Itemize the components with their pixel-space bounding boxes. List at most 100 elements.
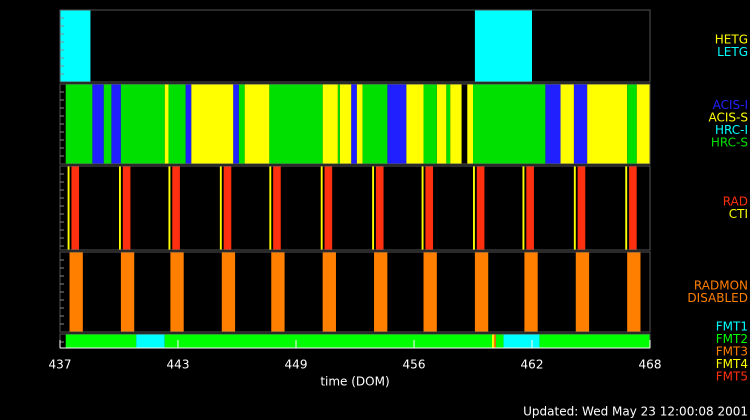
- interval: [185, 84, 192, 164]
- interval: [233, 84, 239, 164]
- interval: [356, 84, 363, 164]
- interval: [436, 84, 447, 164]
- interval: [92, 84, 104, 164]
- legend-label: FMT3: [716, 345, 748, 359]
- interval: [322, 252, 336, 332]
- interval: [374, 252, 388, 332]
- interval: [446, 84, 451, 164]
- interval: [577, 166, 586, 250]
- interval: [495, 334, 504, 348]
- interval: [492, 334, 494, 348]
- interval: [65, 84, 93, 164]
- legend-label: ACIS-S: [709, 110, 748, 124]
- interval: [406, 84, 424, 164]
- interval: [573, 84, 588, 164]
- interval: [351, 84, 357, 164]
- legend-label: HETG: [715, 32, 748, 46]
- interval: [219, 166, 222, 250]
- x-axis-label: time (DOM): [320, 375, 389, 389]
- interval: [120, 252, 135, 332]
- interval: [560, 84, 574, 164]
- interval: [467, 84, 473, 164]
- interval: [65, 334, 137, 348]
- interval: [273, 166, 281, 250]
- legend-label: ACIS-I: [713, 98, 748, 112]
- interval: [244, 84, 270, 164]
- interval: [164, 334, 493, 348]
- interval: [474, 10, 532, 82]
- interval: [545, 84, 561, 164]
- panel-frame: [59, 165, 651, 251]
- legend-label: HRC-S: [711, 135, 748, 149]
- interval: [636, 84, 650, 164]
- interval: [322, 84, 338, 164]
- interval: [423, 84, 437, 164]
- x-tick-label: 462: [521, 358, 544, 372]
- interval: [575, 252, 590, 332]
- interval: [170, 252, 184, 332]
- interval: [67, 166, 70, 250]
- legend-label: LETG: [717, 45, 748, 59]
- legend-label: RADMON: [694, 278, 748, 292]
- interval: [362, 84, 388, 164]
- interval: [103, 84, 112, 164]
- interval: [629, 166, 637, 250]
- legend-label: FMT4: [716, 357, 748, 371]
- interval: [539, 334, 650, 348]
- interval: [238, 84, 245, 164]
- interval: [522, 166, 525, 250]
- legend-label: DISABLED: [687, 291, 748, 305]
- x-tick-label: 437: [49, 358, 72, 372]
- interval: [493, 334, 496, 348]
- interval: [271, 252, 285, 332]
- interval: [450, 84, 462, 164]
- interval: [587, 84, 628, 164]
- interval: [421, 166, 424, 250]
- interval: [476, 166, 485, 250]
- interval: [111, 84, 121, 164]
- interval: [136, 334, 165, 348]
- x-tick-label: 443: [167, 358, 190, 372]
- panel-frame: [59, 9, 651, 83]
- interval: [69, 252, 83, 332]
- interval: [474, 252, 489, 332]
- interval: [120, 84, 165, 164]
- x-tick-label: 468: [639, 358, 662, 372]
- interval: [425, 166, 434, 250]
- interval: [524, 252, 538, 332]
- interval: [387, 84, 407, 164]
- legend-label: CTI: [729, 207, 748, 221]
- legend-label: HRC-I: [715, 123, 748, 137]
- interval: [526, 166, 534, 250]
- legend-label: FMT2: [716, 332, 748, 346]
- interval: [269, 84, 323, 164]
- interval: [223, 166, 232, 250]
- interval: [320, 166, 323, 250]
- interval: [627, 252, 641, 332]
- interval: [625, 166, 628, 250]
- footer: Updated: Wed May 23 12:00:08 2001: [523, 405, 748, 419]
- interval: [168, 84, 186, 164]
- interval: [339, 84, 352, 164]
- interval: [119, 166, 121, 250]
- interval: [627, 84, 637, 164]
- legend-label: RAD: [723, 194, 748, 208]
- interval: [164, 84, 169, 164]
- interval: [573, 166, 576, 250]
- interval: [269, 166, 272, 250]
- legend-label: FMT5: [716, 370, 748, 384]
- interval: [324, 166, 333, 250]
- interval: [168, 166, 171, 250]
- interval: [375, 166, 384, 250]
- interval: [473, 166, 475, 250]
- interval: [473, 84, 546, 164]
- interval: [372, 166, 375, 250]
- interval: [122, 166, 131, 250]
- interval: [503, 334, 540, 348]
- interval: [423, 252, 437, 332]
- interval: [337, 84, 340, 164]
- x-tick-label: 456: [403, 358, 426, 372]
- interval: [71, 166, 80, 250]
